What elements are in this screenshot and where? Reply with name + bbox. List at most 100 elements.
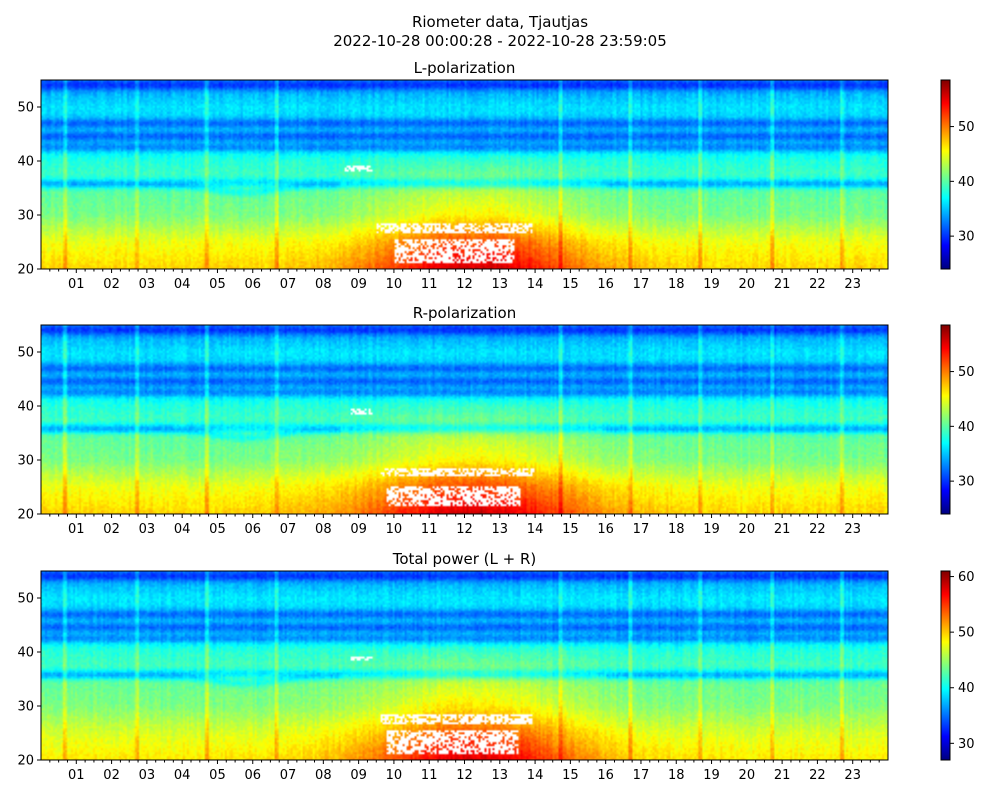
- colorbar-tick-label: 30: [958, 230, 975, 245]
- x-tick-label: 23: [844, 522, 861, 537]
- x-tick-label: 18: [668, 768, 685, 783]
- figure-title-line2: 2022-10-28 00:00:28 - 2022-10-28 23:59:0…: [333, 32, 667, 50]
- colorbar-tick-label: 40: [958, 420, 975, 435]
- heatmap-image: [41, 571, 888, 760]
- y-tick-label: 40: [17, 155, 34, 170]
- x-tick-label: 01: [68, 277, 85, 292]
- x-tick-label: 21: [774, 522, 791, 537]
- y-tick-label: 30: [17, 700, 34, 715]
- x-tick-label: 06: [244, 277, 261, 292]
- x-tick-label: 07: [280, 277, 297, 292]
- x-tick-label: 23: [844, 768, 861, 783]
- x-tick-label: 19: [703, 522, 720, 537]
- x-tick-label: 22: [809, 522, 826, 537]
- x-tick-label: 10: [386, 768, 403, 783]
- y-tick-label: 50: [17, 346, 34, 361]
- y-tick-label: 50: [17, 101, 34, 116]
- colorbar: [940, 324, 951, 515]
- x-tick-label: 14: [527, 277, 544, 292]
- x-tick-label: 15: [562, 768, 579, 783]
- x-tick-label: 16: [597, 277, 614, 292]
- heatmap-panels: L-polarization 20 30 40 50 01 02 03 04 05 06 07 08 09…: [17, 59, 974, 783]
- y-tick-label: 20: [17, 508, 34, 523]
- x-tick-label: 03: [139, 277, 156, 292]
- x-tick-label: 18: [668, 277, 685, 292]
- x-tick-label: 23: [844, 277, 861, 292]
- x-tick-label: 02: [103, 522, 120, 537]
- colorbar-tick-label: 50: [958, 365, 975, 380]
- x-tick-label: 10: [386, 522, 403, 537]
- x-tick-label: 08: [315, 522, 332, 537]
- x-tick-label: 09: [350, 768, 367, 783]
- x-tick-label: 18: [668, 522, 685, 537]
- x-tick-label: 07: [280, 522, 297, 537]
- x-tick-label: 12: [456, 522, 473, 537]
- x-tick-label: 06: [244, 522, 261, 537]
- x-tick-label: 16: [597, 768, 614, 783]
- colorbar-tick-label: 30: [958, 737, 975, 752]
- x-tick-label: 17: [633, 277, 650, 292]
- x-tick-label: 08: [315, 768, 332, 783]
- x-tick-label: 11: [421, 768, 438, 783]
- panel-title: L-polarization: [414, 59, 516, 77]
- y-tick-label: 20: [17, 754, 34, 769]
- x-tick-label: 22: [809, 768, 826, 783]
- x-tick-label: 12: [456, 768, 473, 783]
- y-tick-label: 30: [17, 454, 34, 469]
- figure-title-line1: Riometer data, Tjautjas: [412, 13, 588, 31]
- y-tick-label: 50: [17, 592, 34, 607]
- panel-2: R-polarization 20 30 40 50 01 02 03 04 05 06 07 08 09…: [17, 304, 974, 537]
- x-tick-label: 05: [209, 277, 226, 292]
- y-tick-label: 40: [17, 646, 34, 661]
- x-tick-label: 04: [174, 277, 191, 292]
- panel-1: L-polarization 20 30 40 50 01 02 03 04 05 06 07 08 09…: [17, 59, 974, 292]
- colorbar-tick-label: 50: [958, 120, 975, 135]
- x-tick-label: 17: [633, 522, 650, 537]
- x-tick-label: 04: [174, 768, 191, 783]
- x-tick-label: 05: [209, 522, 226, 537]
- x-tick-label: 20: [739, 768, 756, 783]
- x-tick-label: 11: [421, 522, 438, 537]
- colorbar-tick-label: 60: [958, 570, 975, 585]
- x-tick-label: 16: [597, 522, 614, 537]
- x-tick-label: 04: [174, 522, 191, 537]
- colorbar-tick-label: 40: [958, 681, 975, 696]
- panel-title: Total power (L + R): [392, 550, 537, 568]
- x-tick-label: 13: [492, 522, 509, 537]
- panel-3: Total power (L + R) 20 30 40 50 01 02 03 04 05 06 0…: [17, 550, 974, 783]
- colorbar-tick-label: 40: [958, 175, 975, 190]
- x-tick-label: 22: [809, 277, 826, 292]
- x-tick-label: 12: [456, 277, 473, 292]
- x-tick-label: 20: [739, 277, 756, 292]
- x-tick-label: 21: [774, 277, 791, 292]
- colorbar-tick-label: 50: [958, 626, 975, 641]
- x-tick-label: 17: [633, 768, 650, 783]
- colorbar: [940, 79, 951, 270]
- x-tick-label: 07: [280, 768, 297, 783]
- heatmap-image: [41, 325, 888, 514]
- x-tick-label: 06: [244, 768, 261, 783]
- x-tick-label: 14: [527, 768, 544, 783]
- y-tick-label: 30: [17, 209, 34, 224]
- x-tick-label: 10: [386, 277, 403, 292]
- x-tick-label: 14: [527, 522, 544, 537]
- x-tick-label: 13: [492, 277, 509, 292]
- x-tick-label: 03: [139, 522, 156, 537]
- x-tick-label: 15: [562, 277, 579, 292]
- colorbar-tick-label: 30: [958, 475, 975, 490]
- colorbar: [940, 570, 951, 761]
- y-tick-label: 20: [17, 263, 34, 278]
- x-tick-label: 01: [68, 522, 85, 537]
- x-tick-label: 19: [703, 277, 720, 292]
- x-tick-label: 20: [739, 522, 756, 537]
- x-tick-label: 09: [350, 522, 367, 537]
- heatmap-image: [41, 80, 888, 269]
- x-tick-label: 15: [562, 522, 579, 537]
- x-tick-label: 21: [774, 768, 791, 783]
- x-tick-label: 05: [209, 768, 226, 783]
- x-tick-label: 01: [68, 768, 85, 783]
- x-tick-label: 03: [139, 768, 156, 783]
- x-tick-label: 19: [703, 768, 720, 783]
- x-tick-label: 09: [350, 277, 367, 292]
